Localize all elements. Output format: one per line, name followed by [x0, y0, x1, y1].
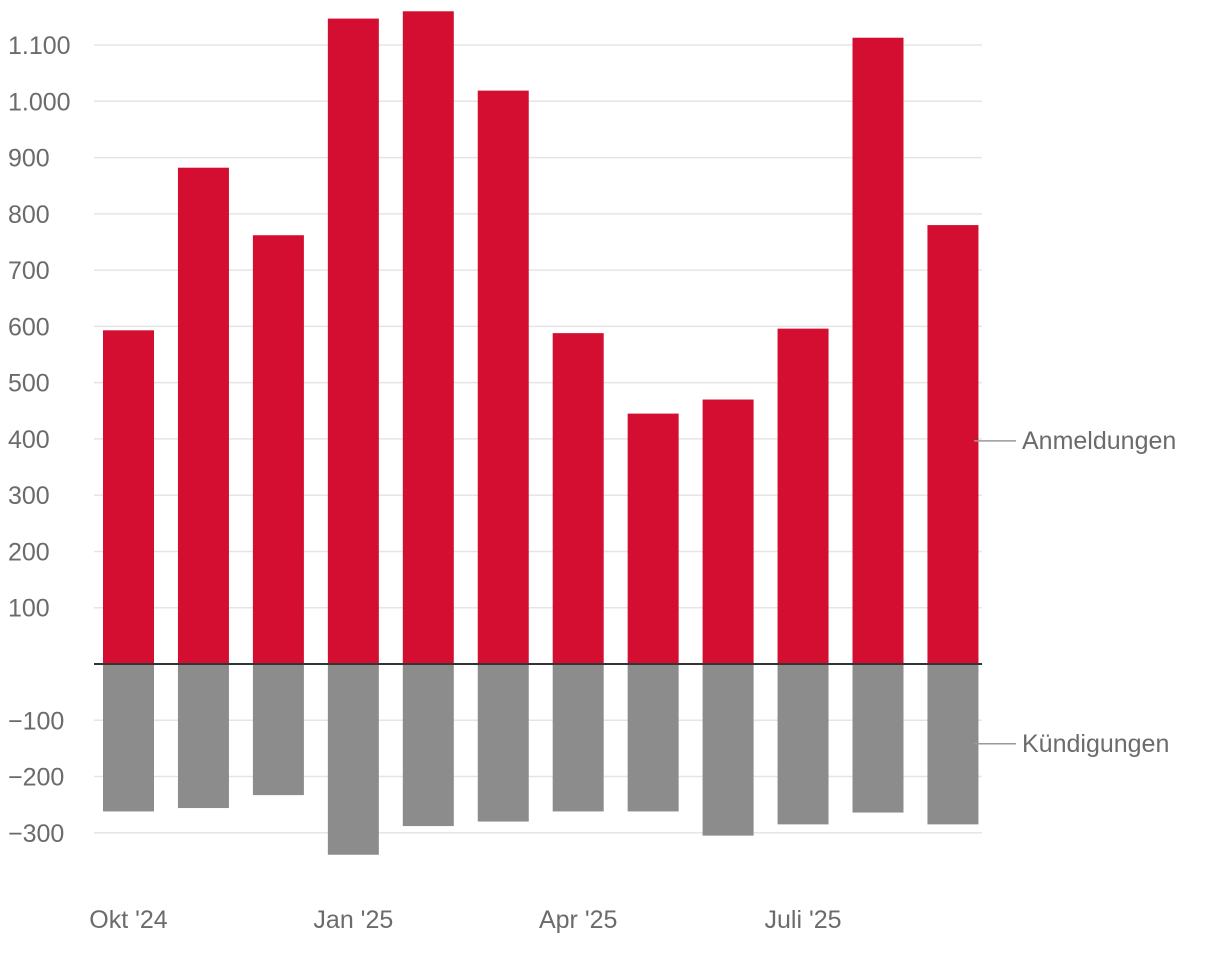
anmeldungen-bar	[927, 225, 979, 664]
x-tick-label: Jan '25	[313, 906, 393, 934]
y-tick-label: 100	[8, 595, 50, 623]
anmeldungen-bar	[177, 167, 229, 664]
x-tick-label: Apr '25	[539, 906, 617, 934]
y-tick-label: −300	[8, 820, 64, 848]
y-tick-label: 300	[8, 482, 50, 510]
y-tick-label: 800	[8, 201, 50, 229]
y-tick-label: 900	[8, 145, 50, 173]
kuendigungen-bar	[402, 664, 454, 827]
series-label-anmeldungen: Anmeldungen	[1022, 427, 1176, 455]
y-tick-label: 400	[8, 426, 50, 454]
series-label-kuendigungen: Kündigungen	[1022, 730, 1169, 758]
kuendigungen-bar	[927, 664, 979, 825]
y-tick-label: 500	[8, 370, 50, 398]
kuendigungen-bar	[777, 664, 829, 825]
kuendigungen-bar	[852, 664, 904, 813]
kuendigungen-bar	[177, 664, 229, 809]
y-tick-label: 1.000	[8, 88, 71, 116]
anmeldungen-bar	[777, 328, 829, 664]
x-tick-label: Okt '24	[89, 906, 168, 934]
anmeldungen-bar	[327, 18, 379, 664]
y-tick-label: −200	[8, 764, 64, 792]
kuendigungen-bar	[327, 664, 379, 855]
y-tick-label: 600	[8, 313, 50, 341]
anmeldungen-bar	[852, 37, 904, 664]
kuendigungen-bar	[627, 664, 679, 812]
y-tick-label: −100	[8, 707, 64, 735]
anmeldungen-bar	[402, 11, 454, 664]
y-tick-label: 700	[8, 257, 50, 285]
bars	[103, 11, 979, 855]
y-tick-label: 1.100	[8, 32, 71, 60]
y-axis-tick-labels: 1.100 1.000 900 800 700 600 500 400 300 200 100 −10…	[8, 32, 71, 848]
anmeldungen-bar	[552, 333, 604, 664]
kuendigungen-bar	[103, 664, 154, 812]
gridlines	[94, 44, 982, 834]
x-axis-tick-labels: Okt '24 Jan '25 Apr '25 Juli '25	[89, 906, 841, 934]
kuendigungen-bar	[702, 664, 754, 836]
anmeldungen-bar	[627, 413, 679, 664]
anmeldungen-bar	[252, 235, 304, 664]
anmeldungen-bar	[702, 399, 754, 664]
kuendigungen-bar	[477, 664, 529, 822]
anmeldungen-bar	[477, 90, 529, 664]
anmeldungen-bar	[103, 330, 154, 664]
kuendigungen-bar	[552, 664, 604, 812]
y-tick-label: 200	[8, 538, 50, 566]
x-tick-label: Juli '25	[765, 906, 842, 934]
series-labels: Anmeldungen Kündigungen	[974, 427, 1176, 758]
kuendigungen-bar	[252, 664, 304, 796]
